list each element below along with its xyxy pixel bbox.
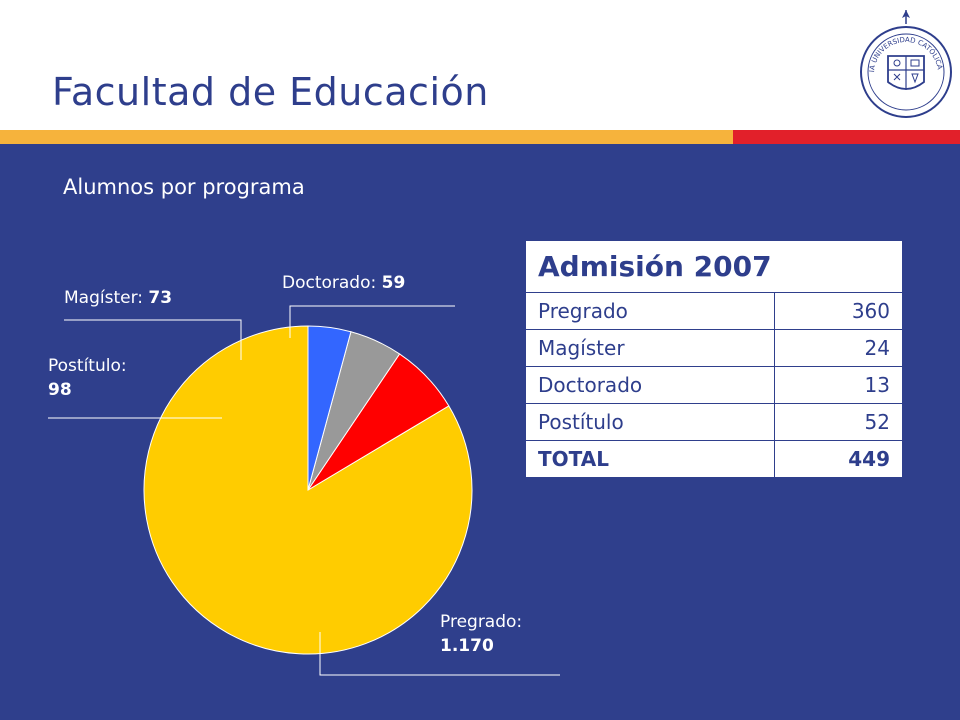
row-value: 24 [773,329,903,367]
accent-bar-red [733,130,960,144]
pie-slice-doctorado [307,325,352,491]
leader-line [289,305,455,338]
row-value: 13 [773,366,903,404]
leader-line [64,319,242,360]
pie-label: Postítulo: 98 [48,356,132,400]
pie-label-value: 59 [382,273,406,293]
row-label: Doctorado [525,366,775,404]
slide-header [0,0,960,130]
table-row: Magíster 24 [525,329,903,367]
admission-table: Admisión 2007 Pregrado 360 Magíster 24 D… [525,240,903,478]
row-label: Magíster [525,329,775,367]
pie-label-value: 73 [148,288,172,308]
page-title: Facultad de Educación [52,70,489,114]
pie-label-name: Postítulo: [48,356,132,376]
total-label: TOTAL [525,440,775,478]
table-row: Doctorado 13 [525,366,903,404]
pie-label-name: Doctorado: [282,273,382,293]
chart-subtitle: Alumnos por programa [63,175,305,199]
table-total-row: TOTAL 449 [525,440,903,478]
table-row: Pregrado 360 [525,292,903,330]
accent-bar-orange [0,130,733,144]
row-label: Postítulo [525,403,775,441]
leader-line [319,632,560,676]
university-seal-icon: PONTIFICIA UNIVERSIDAD CATÓLICA DE CHILE [858,8,952,118]
pie-label: Pregrado: 1.170 [440,612,528,656]
pie-label-value: 98 [48,380,72,400]
table-title: Admisión 2007 [525,240,903,293]
row-value: 52 [773,403,903,441]
pie-label-name: Pregrado: [440,612,528,632]
total-value: 449 [773,440,903,478]
pie-label-value: 1.170 [440,636,494,656]
pie-label-name: Magíster: [64,288,148,308]
row-value: 360 [773,292,903,330]
pie-label: Magíster: 73 [64,288,172,308]
table-row: Postítulo 52 [525,403,903,441]
pie-label: Doctorado: 59 [282,273,405,293]
row-label: Pregrado [525,292,775,330]
